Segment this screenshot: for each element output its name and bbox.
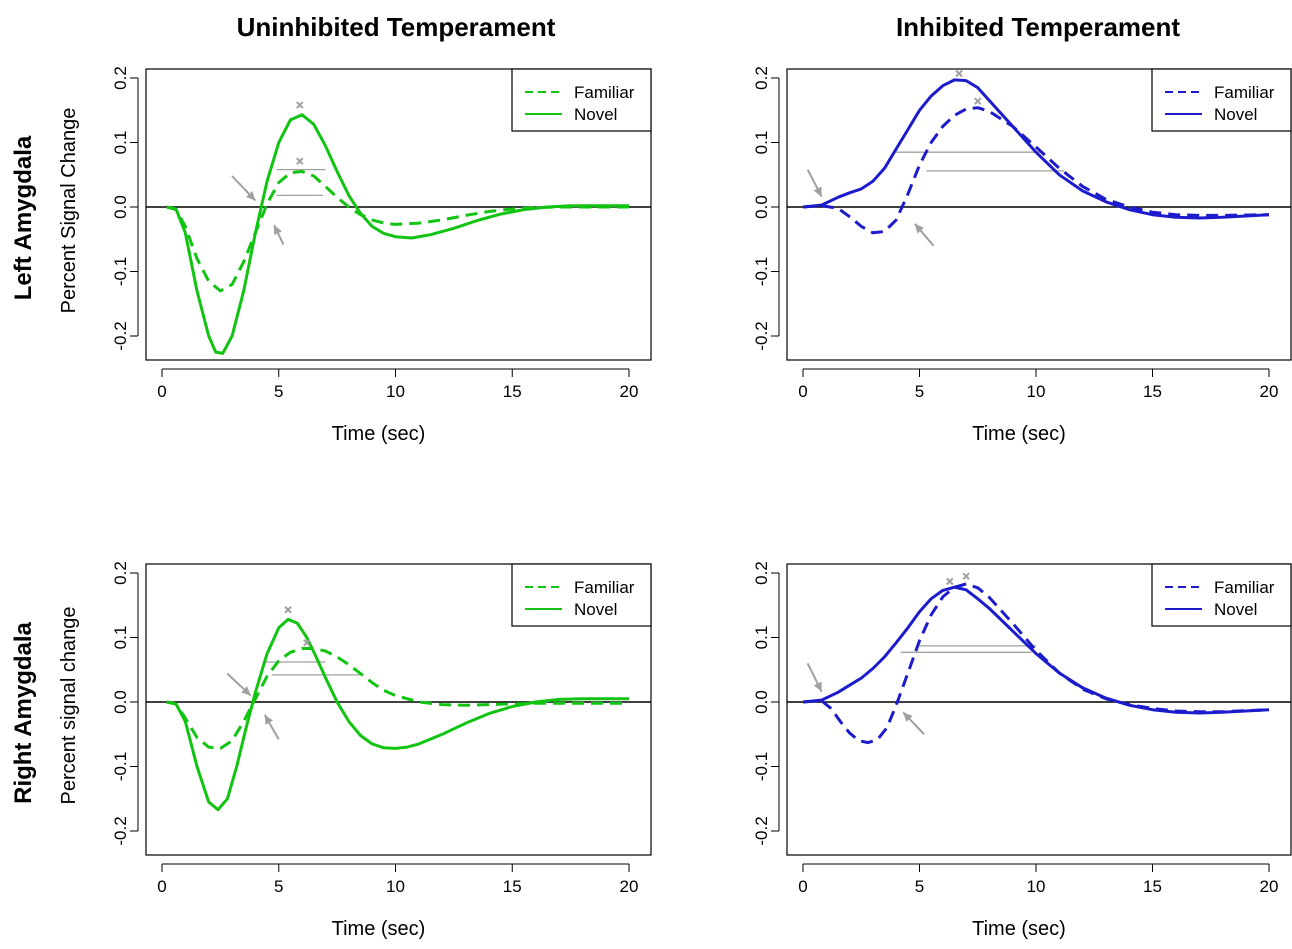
x-tick-label: 10 bbox=[386, 877, 405, 896]
annotation-arrow-head bbox=[241, 686, 251, 696]
y-tick-label: 0.2 bbox=[111, 66, 130, 90]
y-tick-label: 0.1 bbox=[752, 626, 771, 650]
x-tick-label: 5 bbox=[274, 382, 283, 401]
y-tick-label: -0.2 bbox=[111, 816, 130, 845]
peak-marker bbox=[284, 606, 292, 614]
x-axis-label: Time (sec) bbox=[332, 423, 426, 445]
y-tick-label: 0.0 bbox=[752, 690, 771, 714]
legend-label-novel: Novel bbox=[1214, 600, 1257, 619]
y-axis-label: Percent Signal Change bbox=[58, 108, 80, 314]
y-tick-label: 0.0 bbox=[752, 195, 771, 219]
chart-panel-top-left: -0.2 -0.1 0.0 0.1 0.2 0 5 10 15 20 Time (sec) Perce… bbox=[58, 66, 652, 445]
y-tick-label: -0.1 bbox=[752, 752, 771, 781]
row-title-right-amygdala: Right Amygdala bbox=[10, 621, 37, 803]
y-tick-label: 0.0 bbox=[111, 195, 130, 219]
legend-box bbox=[1151, 68, 1292, 132]
x-tick-label: 20 bbox=[620, 382, 639, 401]
x-tick-label: 0 bbox=[157, 877, 166, 896]
annotation-arrow-head bbox=[274, 225, 282, 236]
column-title-uninhibited: Uninhibited Temperament bbox=[237, 12, 556, 42]
peak-marker bbox=[946, 577, 954, 586]
x-axis-label: Time (sec) bbox=[332, 918, 426, 940]
row-title-left-amygdala: Left Amygdala bbox=[10, 135, 37, 300]
legend-label-novel: Novel bbox=[574, 105, 617, 124]
legend-label-familiar: Familiar bbox=[574, 83, 635, 102]
y-tick-label: 0.0 bbox=[111, 690, 130, 714]
peak-marker bbox=[974, 97, 982, 105]
x-tick-label: 5 bbox=[274, 877, 283, 896]
y-tick-label: -0.1 bbox=[111, 752, 130, 781]
x-tick-label: 10 bbox=[386, 382, 405, 401]
legend-label-familiar: Familiar bbox=[574, 578, 635, 597]
x-tick-label: 0 bbox=[798, 382, 807, 401]
series-line-familiar bbox=[166, 647, 629, 750]
series-line-familiar bbox=[166, 170, 629, 293]
annotation-arrow-head bbox=[264, 714, 273, 725]
x-tick-label: 15 bbox=[1143, 877, 1162, 896]
legend-label-novel: Novel bbox=[574, 600, 617, 619]
y-tick-label: 0.1 bbox=[752, 131, 771, 155]
x-tick-label: 5 bbox=[915, 877, 924, 896]
legend-label-familiar: Familiar bbox=[1214, 83, 1275, 102]
y-tick-label: -0.1 bbox=[111, 257, 130, 286]
legend-label-novel: Novel bbox=[1214, 105, 1257, 124]
y-tick-label: -0.2 bbox=[752, 321, 771, 350]
peak-marker bbox=[962, 572, 970, 580]
x-tick-label: 20 bbox=[1260, 877, 1279, 896]
x-axis-label: Time (sec) bbox=[972, 918, 1066, 940]
y-tick-label: 0.1 bbox=[111, 131, 130, 155]
plot-frame bbox=[786, 68, 1292, 361]
x-axis-label: Time (sec) bbox=[972, 423, 1066, 445]
y-tick-label: 0.2 bbox=[111, 561, 130, 585]
chart-panel-top-right: -0.2 -0.1 0.0 0.1 0.2 0 5 10 15 20 Time (sec) Famil… bbox=[752, 66, 1292, 445]
x-tick-label: 10 bbox=[1027, 382, 1046, 401]
plot-frame bbox=[145, 563, 652, 856]
legend-label-familiar: Familiar bbox=[1214, 578, 1275, 597]
chart-panel-bottom-left: -0.2 -0.1 0.0 0.1 0.2 0 5 10 15 20 Time (sec) Perce… bbox=[58, 561, 652, 940]
chart-panel-bottom-right: -0.2 -0.1 0.0 0.1 0.2 0 5 10 15 20 Time (sec) Famil… bbox=[752, 561, 1292, 940]
plot-frame bbox=[145, 68, 652, 361]
plot-frame bbox=[786, 563, 1292, 856]
panels-group: -0.2 -0.1 0.0 0.1 0.2 0 5 10 15 20 Time (sec) Perce… bbox=[58, 66, 1292, 940]
x-tick-label: 0 bbox=[157, 382, 166, 401]
series-line-novel bbox=[166, 113, 629, 355]
y-tick-label: -0.2 bbox=[752, 816, 771, 845]
annotation-arrow-head bbox=[813, 681, 822, 692]
x-tick-label: 0 bbox=[798, 877, 807, 896]
annotation-arrow-head bbox=[246, 191, 256, 201]
y-tick-label: 0.2 bbox=[752, 561, 771, 585]
peak-marker bbox=[296, 101, 304, 109]
y-tick-label: 0.1 bbox=[111, 626, 130, 650]
x-tick-label: 10 bbox=[1027, 877, 1046, 896]
peak-marker bbox=[955, 69, 963, 78]
annotation-arrow-head bbox=[914, 223, 924, 234]
legend-box bbox=[511, 563, 652, 627]
x-tick-label: 20 bbox=[1260, 382, 1279, 401]
legend-box bbox=[511, 68, 652, 132]
x-tick-label: 15 bbox=[503, 382, 522, 401]
annotation-arrow-head bbox=[813, 186, 822, 197]
y-tick-label: 0.2 bbox=[752, 66, 771, 90]
y-tick-label: -0.2 bbox=[111, 321, 130, 350]
y-axis-label: Percent signal change bbox=[58, 607, 80, 805]
annotation-arrow-head bbox=[903, 712, 913, 722]
legend-box bbox=[1151, 563, 1292, 627]
y-tick-label: -0.1 bbox=[752, 257, 771, 286]
column-title-inhibited: Inhibited Temperament bbox=[896, 12, 1180, 42]
x-tick-label: 15 bbox=[1143, 382, 1162, 401]
x-tick-label: 20 bbox=[620, 877, 639, 896]
peak-marker bbox=[303, 638, 311, 647]
series-line-novel bbox=[166, 617, 629, 812]
series-line-novel bbox=[802, 78, 1270, 220]
peak-marker bbox=[296, 157, 304, 165]
x-tick-label: 15 bbox=[503, 877, 522, 896]
series-line-novel bbox=[802, 585, 1270, 715]
x-tick-label: 5 bbox=[915, 382, 924, 401]
